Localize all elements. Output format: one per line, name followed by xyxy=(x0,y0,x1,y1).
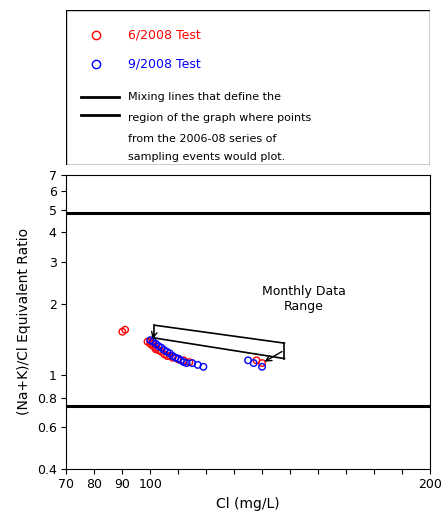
Point xyxy=(147,337,154,346)
Y-axis label: (Na+K)/Cl Equivalent Ratio: (Na+K)/Cl Equivalent Ratio xyxy=(17,228,31,416)
Point xyxy=(253,356,260,365)
Point xyxy=(158,344,165,352)
Text: Mixing lines that define the: Mixing lines that define the xyxy=(128,92,281,102)
Point xyxy=(163,352,171,360)
Point xyxy=(175,354,182,363)
Point xyxy=(150,342,157,350)
Point xyxy=(169,352,176,360)
Point xyxy=(169,354,176,362)
Point xyxy=(175,355,182,364)
Point xyxy=(166,352,173,360)
Point xyxy=(259,359,266,367)
Point xyxy=(155,342,162,350)
Point xyxy=(186,358,193,366)
Point xyxy=(158,348,165,356)
FancyBboxPatch shape xyxy=(66,10,430,165)
Point xyxy=(166,349,173,357)
Point xyxy=(189,359,196,367)
Point xyxy=(121,325,128,334)
Point xyxy=(183,359,190,367)
Point xyxy=(152,345,159,353)
Point xyxy=(194,361,201,369)
Point xyxy=(152,344,159,352)
Point xyxy=(155,346,162,354)
Point xyxy=(161,350,168,358)
Point xyxy=(259,363,266,371)
Text: from the 2006-08 series of: from the 2006-08 series of xyxy=(128,133,276,144)
Point xyxy=(172,354,179,362)
Point xyxy=(147,336,154,345)
Point xyxy=(147,340,154,348)
Point xyxy=(150,337,157,346)
Point xyxy=(250,359,257,367)
Point xyxy=(152,340,159,348)
Text: region of the graph where points: region of the graph where points xyxy=(128,113,311,124)
Point xyxy=(178,356,185,365)
Point xyxy=(161,346,168,354)
Point xyxy=(163,348,171,356)
Text: 9/2008 Test: 9/2008 Test xyxy=(128,58,201,71)
Text: sampling events would plot.: sampling events would plot. xyxy=(128,152,285,162)
Point xyxy=(180,358,187,366)
Point xyxy=(245,356,252,365)
Point xyxy=(119,328,126,336)
Point xyxy=(200,363,207,371)
Point xyxy=(150,340,157,348)
Text: 6/2008 Test: 6/2008 Test xyxy=(128,28,201,42)
Point xyxy=(180,356,187,365)
X-axis label: Cl (mg/L): Cl (mg/L) xyxy=(216,497,280,511)
Point xyxy=(144,337,151,346)
Text: Monthly Data
Range: Monthly Data Range xyxy=(262,285,346,313)
